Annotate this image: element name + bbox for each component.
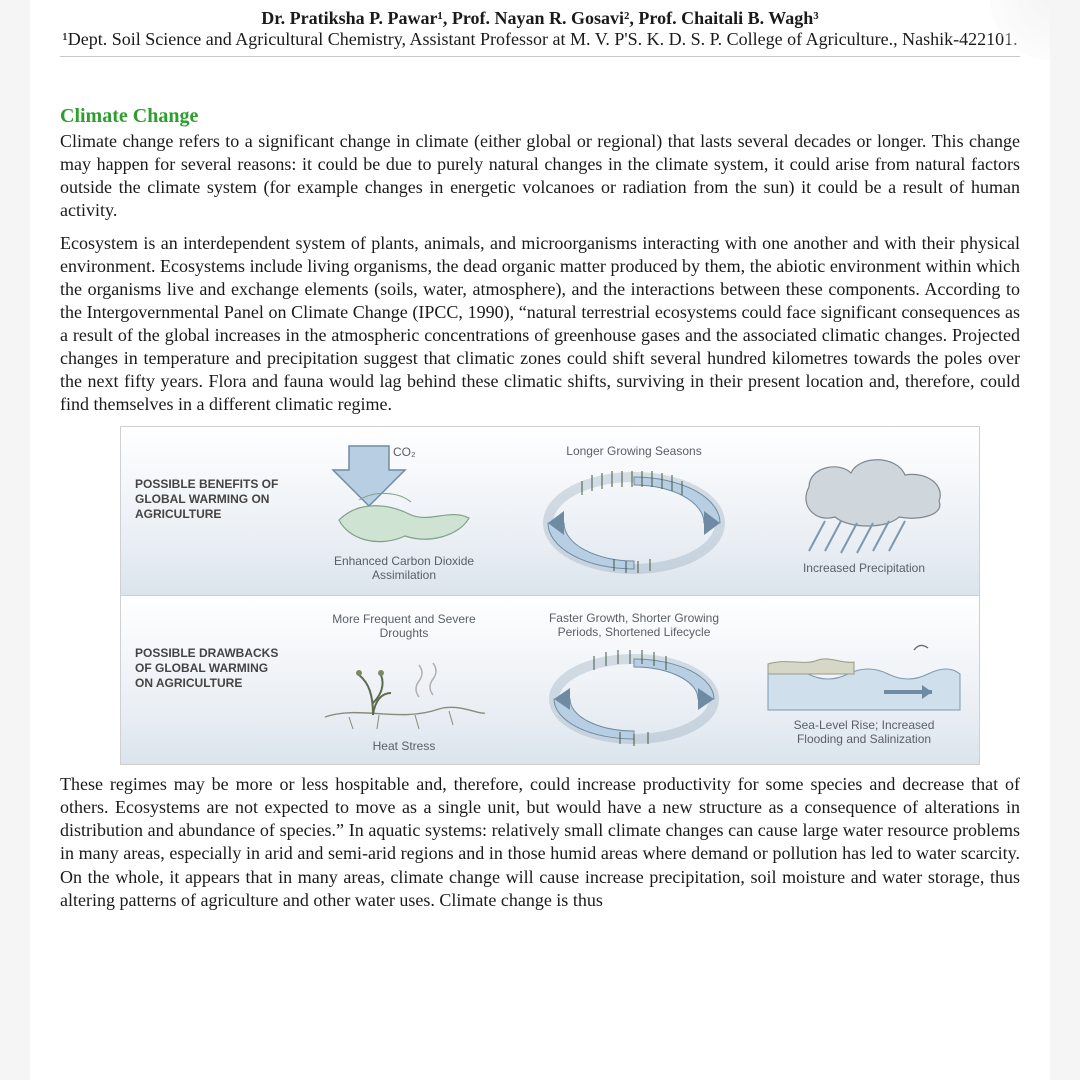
- cycle-field-icon: [534, 463, 734, 583]
- rain-cloud-icon: [769, 447, 959, 557]
- caption-lifecycle: Faster Growth, Shorter Growing Periods, …: [544, 611, 724, 640]
- row-label-drawbacks: POSSIBLE DRAWBACKS OF GLOBAL WARMING ON …: [121, 596, 289, 764]
- cycle-field-short-icon: [534, 644, 734, 754]
- caption-heat: Heat Stress: [373, 739, 436, 753]
- affiliation-line: ¹Dept. Soil Science and Agricultural Che…: [60, 29, 1020, 57]
- paragraph-1: Climate change refers to a significant c…: [60, 130, 1020, 222]
- cell-sea-level: Sea-Level Rise; Increased Flooding and S…: [749, 596, 979, 764]
- paragraph-2: Ecosystem is an interdependent system of…: [60, 232, 1020, 416]
- caption-co2: Enhanced Carbon Dioxide Assimilation: [314, 554, 494, 583]
- paragraph-3: These regimes may be more or less hospit…: [60, 773, 1020, 911]
- section-heading: Climate Change: [60, 105, 1020, 128]
- wilted-plant-icon: [319, 645, 489, 735]
- agriculture-impacts-diagram: POSSIBLE BENEFITS OF GLOBAL WARMING ON A…: [120, 426, 980, 765]
- caption-droughts: More Frequent and Severe Droughts: [314, 612, 494, 641]
- flood-icon: [764, 614, 964, 714]
- svg-text:CO₂: CO₂: [393, 445, 416, 459]
- cell-longer-seasons: Longer Growing Seasons: [519, 427, 749, 595]
- cell-co2-assimilation: CO₂ Enhanced Carbon Dioxide Assimilation: [289, 427, 519, 595]
- page: Dr. Pratiksha P. Pawar¹, Prof. Nayan R. …: [30, 0, 1050, 1080]
- row-label-benefits: POSSIBLE BENEFITS OF GLOBAL WARMING ON A…: [121, 427, 289, 595]
- caption-longer-seasons: Longer Growing Seasons: [566, 444, 701, 458]
- diagram-row-benefits: POSSIBLE BENEFITS OF GLOBAL WARMING ON A…: [121, 427, 979, 595]
- cell-shorter-lifecycle: Faster Growth, Shorter Growing Periods, …: [519, 596, 749, 764]
- authors-line: Dr. Pratiksha P. Pawar¹, Prof. Nayan R. …: [60, 0, 1020, 29]
- diagram-row-drawbacks: POSSIBLE DRAWBACKS OF GLOBAL WARMING ON …: [121, 595, 979, 764]
- caption-precip: Increased Precipitation: [803, 561, 925, 575]
- cell-precipitation: Increased Precipitation: [749, 427, 979, 595]
- caption-sea-level: Sea-Level Rise; Increased Flooding and S…: [774, 718, 954, 747]
- cell-drought-heat: More Frequent and Severe Droughts Faster…: [289, 596, 519, 764]
- leaf-co2-icon: CO₂: [319, 440, 489, 550]
